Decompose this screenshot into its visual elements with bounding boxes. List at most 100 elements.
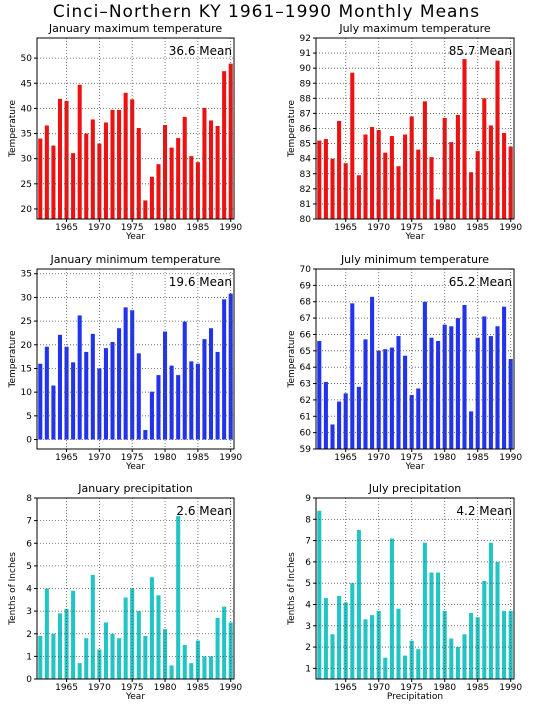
y-tick-label: 45 (21, 79, 32, 89)
y-tick-label: 2 (305, 643, 311, 653)
y-tick-label: 5 (26, 412, 32, 422)
bar-1980 (163, 124, 168, 219)
x-tick-label: 1975 (121, 453, 144, 463)
bar-1986 (482, 316, 487, 449)
x-tick-label: 1990 (499, 223, 522, 233)
y-tick-label: 8 (26, 494, 32, 504)
y-tick-label: 30 (21, 155, 33, 165)
x-tick-label: 1990 (499, 683, 522, 693)
bar-1978 (149, 176, 154, 219)
x-tick-label: 1970 (367, 453, 390, 463)
bar-1973 (396, 166, 401, 219)
bar-1964 (337, 120, 342, 219)
bar-1986 (202, 656, 207, 680)
bar-1983 (182, 645, 187, 679)
bar-1978 (429, 337, 434, 449)
bar-1984 (469, 172, 474, 219)
bar-1981 (169, 665, 174, 679)
bar-1962 (323, 381, 328, 449)
bar-1984 (189, 663, 194, 679)
bar-1970 (376, 610, 381, 679)
bar-1989 (222, 71, 227, 220)
y-tick-label: 8 (305, 515, 311, 525)
y-axis-label: Tenths of Inches (8, 552, 18, 626)
bar-1961 (38, 363, 43, 440)
bar-1985 (195, 640, 200, 679)
bar-1980 (442, 610, 447, 679)
y-axis-label: Temperature (287, 100, 297, 158)
bar-1966 (350, 303, 355, 449)
bar-1966 (71, 153, 76, 219)
x-tick-label: 1985 (186, 683, 209, 693)
bar-1963 (51, 385, 56, 440)
bar-1979 (436, 199, 441, 219)
bar-1987 (208, 120, 214, 219)
chart-panel-4: 59 60 61 62 63 64 65 66 67 68 69 70 1965 1970 1975 1980… (287, 253, 522, 472)
bar-1983 (182, 321, 187, 440)
bar-1973 (117, 638, 122, 679)
y-tick-label: 88 (300, 94, 312, 104)
y-tick-label: 66 (300, 330, 312, 340)
y-tick-label: 81 (300, 200, 311, 210)
x-tick-label: 1985 (466, 683, 489, 693)
y-tick-label: 6 (305, 558, 311, 568)
bar-1981 (169, 147, 174, 219)
bar-1977 (143, 636, 148, 679)
chart-panel-2: 80 81 82 83 84 85 86 87 88 89 90 91 92 1965 1970 1975 19… (287, 22, 522, 242)
x-tick-label: 1985 (466, 453, 489, 463)
y-tick-label: 65 (300, 347, 311, 357)
x-tick-label: 1965 (334, 223, 357, 233)
bar-1988 (215, 617, 220, 679)
chart-panel-3: 0 5 10 15 20 25 30 35 1965 1970 1975 1980 1985 1990 Ja… (8, 253, 242, 472)
bar-1977 (422, 301, 427, 449)
x-tick-label: 1970 (88, 453, 111, 463)
bar-1977 (422, 101, 427, 219)
y-tick-label: 62 (300, 396, 311, 406)
bar-1974 (403, 134, 408, 219)
bar-1984 (189, 361, 194, 440)
bar-1972 (389, 136, 394, 219)
y-tick-label: 0 (26, 675, 32, 685)
bar-1971 (103, 622, 108, 679)
x-tick-label: 1980 (433, 223, 456, 233)
x-tick-label: 1985 (466, 223, 489, 233)
bar-1966 (350, 72, 355, 219)
y-axis-label: Temperature (287, 330, 297, 388)
bar-1963 (330, 158, 335, 219)
y-tick-label: 35 (21, 270, 32, 280)
bar-1969 (90, 574, 95, 679)
y-tick-label: 68 (300, 298, 312, 308)
x-tick-label: 1990 (219, 453, 242, 463)
bar-1976 (416, 649, 421, 679)
bar-1984 (189, 156, 194, 219)
y-tick-label: 5 (26, 562, 32, 572)
bar-1967 (356, 386, 361, 449)
bar-1987 (208, 328, 214, 440)
bar-1965 (343, 393, 348, 449)
bar-1986 (202, 339, 207, 440)
y-axis-label: Tenths of Inches (287, 552, 297, 626)
y-tick-label: 86 (300, 125, 312, 135)
bar-1972 (110, 109, 115, 219)
bar-1988 (495, 326, 500, 449)
x-axis-label: Year (125, 232, 145, 242)
bar-1989 (502, 610, 507, 679)
bar-1977 (422, 542, 427, 679)
bar-1976 (136, 128, 141, 219)
bar-1973 (396, 336, 401, 449)
x-tick-label: 1990 (219, 223, 242, 233)
bar-1962 (323, 139, 328, 219)
y-tick-label: 60 (300, 429, 312, 439)
bar-1970 (97, 143, 102, 219)
y-tick-label: 69 (300, 281, 312, 291)
bar-1990 (228, 622, 233, 679)
bar-1963 (330, 634, 335, 679)
bar-1980 (163, 331, 168, 440)
x-tick-label: 1965 (55, 453, 78, 463)
chart-panel-5: 0 1 2 3 4 5 6 7 8 1965 1970 1975 1980 1985 1990 January… (8, 482, 242, 702)
mean-label: 36.6 Mean (169, 44, 232, 58)
bar-1978 (429, 572, 434, 679)
bar-1974 (403, 355, 408, 449)
bar-1972 (389, 347, 394, 449)
